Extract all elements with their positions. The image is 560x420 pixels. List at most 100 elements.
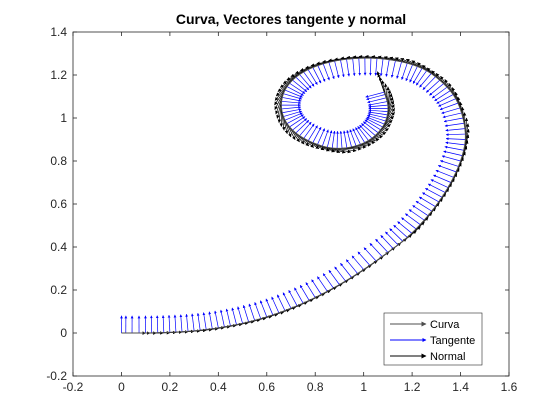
tangent-vector xyxy=(369,58,372,76)
tangent-vector xyxy=(282,292,292,309)
tangent-vector xyxy=(179,314,183,332)
tangent-vector xyxy=(286,114,304,124)
legend-curva-label: Curva xyxy=(430,319,460,331)
tangent-vector xyxy=(415,200,432,212)
tangent-vector xyxy=(440,160,459,167)
y-tick-label: 0.6 xyxy=(50,197,67,211)
tangent-vector xyxy=(359,124,373,139)
tangent-vector xyxy=(363,247,377,262)
tangent-vector xyxy=(167,314,171,333)
tangent-vector xyxy=(443,150,463,156)
tangent-vector xyxy=(430,179,449,188)
x-tick-label: 0.6 xyxy=(258,380,275,394)
tangent-vector xyxy=(365,118,383,128)
tangent-vector xyxy=(422,76,436,90)
tangent-vector xyxy=(355,127,365,143)
tangent-vector xyxy=(390,60,396,78)
tangent-vector xyxy=(349,129,357,147)
tangent-vector xyxy=(340,263,352,278)
tangent-vector xyxy=(442,112,462,119)
tangent-vector xyxy=(339,130,343,149)
tangent-vector xyxy=(282,97,302,102)
tangent-vector xyxy=(438,98,456,107)
tangent-vector xyxy=(367,97,387,104)
tangent-vector xyxy=(248,303,255,321)
tangent-vector xyxy=(397,221,412,234)
tangent-vector xyxy=(242,305,249,323)
tangent-vector xyxy=(444,145,464,151)
tangent-vector xyxy=(225,308,231,326)
y-tick-label: 0.2 xyxy=(50,283,67,297)
tangent-vector xyxy=(380,235,394,249)
tangent-vector xyxy=(214,310,219,328)
curve-line xyxy=(121,57,466,334)
tangent-vector xyxy=(295,76,310,91)
tangent-vector xyxy=(155,315,159,333)
tangent-vector xyxy=(292,118,308,131)
tangent-vector xyxy=(282,108,302,114)
tangent-vector xyxy=(343,130,348,148)
tangent-vector xyxy=(419,73,432,88)
tangent-vector xyxy=(368,104,388,109)
tangent-vector xyxy=(445,133,466,137)
tangent-vector xyxy=(322,273,334,289)
tangent-vector xyxy=(284,112,303,121)
y-axis: -0.2 0 0.2 0.4 0.6 0.8 1 1.2 1.4 xyxy=(46,25,509,383)
tangent-vector xyxy=(437,164,457,173)
tangent-vector xyxy=(312,126,322,143)
tangent-vector xyxy=(385,59,390,77)
tangent-vector xyxy=(196,312,201,331)
x-tick-label: 0.8 xyxy=(307,380,324,394)
tangent-vector xyxy=(254,302,262,319)
tangent-vector xyxy=(436,94,454,104)
tangent-vector xyxy=(366,116,385,125)
y-tick-label: 1.2 xyxy=(50,68,67,82)
tangent-vector xyxy=(334,266,346,282)
tangent-vector xyxy=(299,284,310,301)
tangent-vector xyxy=(328,269,340,285)
tangent-vector xyxy=(415,70,427,86)
tangent-vector xyxy=(375,238,389,253)
tangent-vector xyxy=(299,74,312,89)
tangent-vector xyxy=(389,228,403,242)
tangent-vector xyxy=(317,65,326,82)
tangent-vector xyxy=(334,60,340,79)
tangent-vector xyxy=(340,59,345,78)
tangent-vector xyxy=(366,94,386,101)
tangent-vector xyxy=(393,224,408,238)
tangent-vector xyxy=(281,100,302,105)
x-tick-label: -0.2 xyxy=(63,380,84,394)
tangent-vector xyxy=(237,306,243,324)
tangent-vector xyxy=(441,155,461,162)
tangent-vector xyxy=(307,125,318,141)
tangent-vector xyxy=(368,101,388,107)
tangent-vector xyxy=(307,69,318,85)
tangent-vector xyxy=(405,64,413,82)
tangent-vector xyxy=(363,121,379,133)
tangent-vector xyxy=(289,116,306,128)
y-tick-label: 0 xyxy=(60,326,67,340)
tangent-vector xyxy=(429,83,444,96)
chart-title: Curva, Vectores tangente y normal xyxy=(176,11,406,27)
legend: Curva Tangente Normal xyxy=(383,312,483,366)
tangent-vector xyxy=(409,66,418,83)
tangent-vector xyxy=(357,126,369,141)
tangent-vector xyxy=(208,311,213,329)
y-tick-label: 0.4 xyxy=(50,240,67,254)
tangent-vector xyxy=(305,282,316,298)
tangent-vector xyxy=(303,71,315,87)
y-tick-label: -0.2 xyxy=(46,369,67,383)
tangent-vector xyxy=(185,313,189,332)
y-tick-label: 0.8 xyxy=(50,154,67,168)
tangent-vector xyxy=(219,309,225,327)
tangent-vector xyxy=(369,243,383,257)
tangent-vector xyxy=(361,123,376,136)
tangent-vector xyxy=(422,192,439,203)
tangent-vector xyxy=(368,108,388,112)
tangent-vector xyxy=(364,119,381,131)
tangent-vector xyxy=(231,307,237,325)
normal-vector xyxy=(376,71,385,93)
tangent-vector xyxy=(374,58,378,76)
tangent-vector xyxy=(401,217,417,230)
tangent-vector xyxy=(161,315,165,333)
